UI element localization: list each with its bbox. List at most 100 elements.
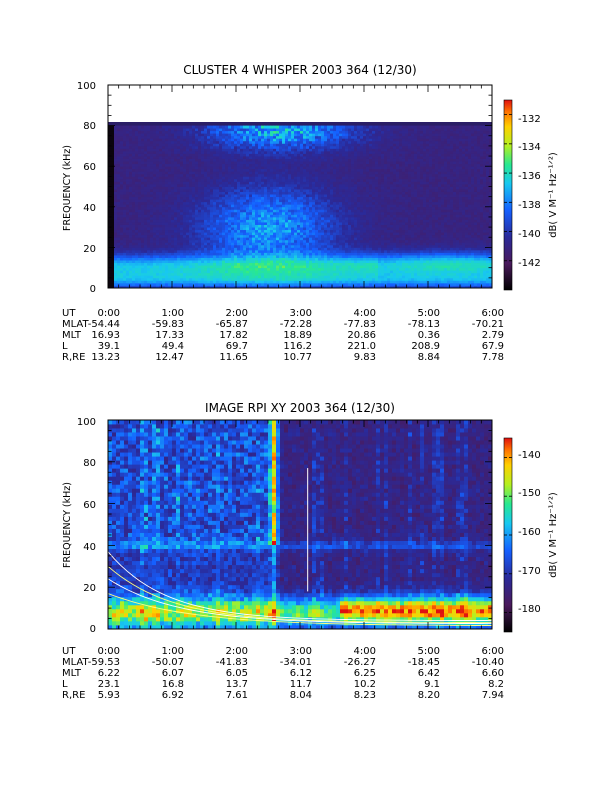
heatmap-cell: [126, 140, 130, 144]
heatmap-cell: [336, 143, 340, 147]
heatmap-cell: [129, 206, 133, 210]
heatmap-cell: [291, 224, 295, 228]
heatmap-cell: [126, 173, 130, 177]
heatmap-cell: [174, 211, 178, 215]
heatmap-cell: [195, 247, 199, 251]
heatmap-cell: [159, 173, 163, 177]
heatmap-cell: [333, 232, 337, 236]
heatmap-cell: [231, 148, 235, 152]
heatmap-cell: [123, 183, 127, 187]
heatmap-cell: [282, 156, 286, 159]
heatmap-cell: [222, 270, 226, 274]
heatmap-cell: [192, 227, 196, 231]
heatmap-cell: [240, 196, 244, 200]
heatmap-cell: [312, 133, 316, 137]
heatmap-cell: [147, 128, 151, 132]
heatmap-cell: [123, 189, 127, 192]
heatmap-cell: [111, 194, 115, 198]
heatmap-cell: [318, 234, 322, 238]
heatmap-cell: [156, 189, 160, 192]
heatmap-cell: [126, 249, 130, 253]
heatmap-cell: [162, 285, 166, 289]
heatmap-cell: [291, 244, 295, 248]
heatmap-cell: [264, 252, 268, 256]
heatmap-cell: [318, 222, 322, 225]
heatmap-cell: [288, 247, 292, 251]
heatmap-cell: [123, 227, 127, 231]
heatmap-cell: [306, 161, 310, 165]
heatmap-cell: [210, 176, 214, 180]
heatmap-cell: [129, 176, 133, 180]
heatmap-cell: [159, 249, 163, 253]
heatmap-cell: [327, 234, 331, 238]
heatmap-cell: [117, 282, 121, 286]
heatmap-cell: [147, 199, 151, 203]
heatmap-cell: [141, 209, 145, 213]
heatmap-cell: [114, 237, 118, 241]
heatmap-cell: [216, 227, 220, 231]
heatmap-cell: [162, 181, 166, 185]
heatmap-cell: [162, 156, 166, 159]
heatmap-cell: [222, 280, 226, 284]
heatmap-cell: [231, 189, 235, 192]
heatmap-cell: [225, 125, 229, 129]
heatmap-cell: [243, 181, 247, 185]
heatmap-cell: [318, 282, 322, 286]
heatmap-cell: [255, 183, 259, 187]
heatmap-cell: [297, 128, 301, 132]
heatmap-cell: [237, 194, 241, 198]
heatmap-cell: [213, 125, 217, 129]
heatmap-cell: [225, 171, 229, 175]
heatmap-cell: [309, 128, 313, 132]
heatmap-cell: [183, 201, 187, 205]
heatmap-cell: [237, 255, 241, 258]
heatmap-cell: [339, 219, 343, 223]
heatmap-cell: [177, 178, 181, 182]
heatmap-cell: [315, 216, 319, 220]
heatmap-cell: [327, 262, 331, 266]
heatmap-cell: [240, 272, 244, 276]
heatmap-cell: [123, 130, 127, 134]
heatmap-cell: [285, 130, 289, 134]
heatmap-cell: [132, 267, 136, 271]
heatmap-cell: [135, 194, 139, 198]
heatmap-cell: [222, 239, 226, 243]
heatmap-cell: [237, 272, 241, 276]
heatmap-cell: [327, 130, 331, 134]
heatmap-cell: [126, 211, 130, 215]
heatmap-cell: [282, 183, 286, 187]
heatmap-cell: [216, 194, 220, 198]
heatmap-cell: [213, 138, 217, 142]
heatmap-cell: [249, 216, 253, 220]
heatmap-cell: [258, 201, 262, 205]
heatmap-cell: [327, 133, 331, 137]
heatmap-cell: [153, 196, 157, 200]
heatmap-cell: [144, 252, 148, 256]
heatmap-cell: [330, 247, 334, 251]
heatmap-cell: [117, 163, 121, 167]
heatmap-cell: [171, 277, 175, 281]
heatmap-cell: [237, 275, 241, 279]
heatmap-cell: [111, 191, 115, 195]
heatmap-cell: [141, 282, 145, 286]
heatmap-cell: [186, 128, 190, 132]
heatmap-cell: [255, 265, 259, 269]
heatmap-cell: [201, 237, 205, 241]
heatmap-cell: [168, 224, 172, 228]
heatmap-cell: [177, 260, 181, 264]
heatmap-cell: [339, 229, 343, 233]
heatmap-cell: [246, 148, 250, 152]
heatmap-cell: [327, 171, 331, 175]
heatmap-cell: [309, 189, 313, 192]
heatmap-cell: [276, 138, 280, 142]
heatmap-cell: [219, 234, 223, 238]
heatmap-cell: [252, 189, 256, 192]
heatmap-cell: [240, 130, 244, 134]
heatmap-cell: [270, 234, 274, 238]
heatmap-cell: [216, 163, 220, 167]
heatmap-cell: [186, 191, 190, 195]
heatmap-cell: [111, 282, 115, 286]
heatmap-cell: [336, 270, 340, 274]
heatmap-cell: [177, 173, 181, 177]
heatmap-cell: [159, 125, 163, 129]
